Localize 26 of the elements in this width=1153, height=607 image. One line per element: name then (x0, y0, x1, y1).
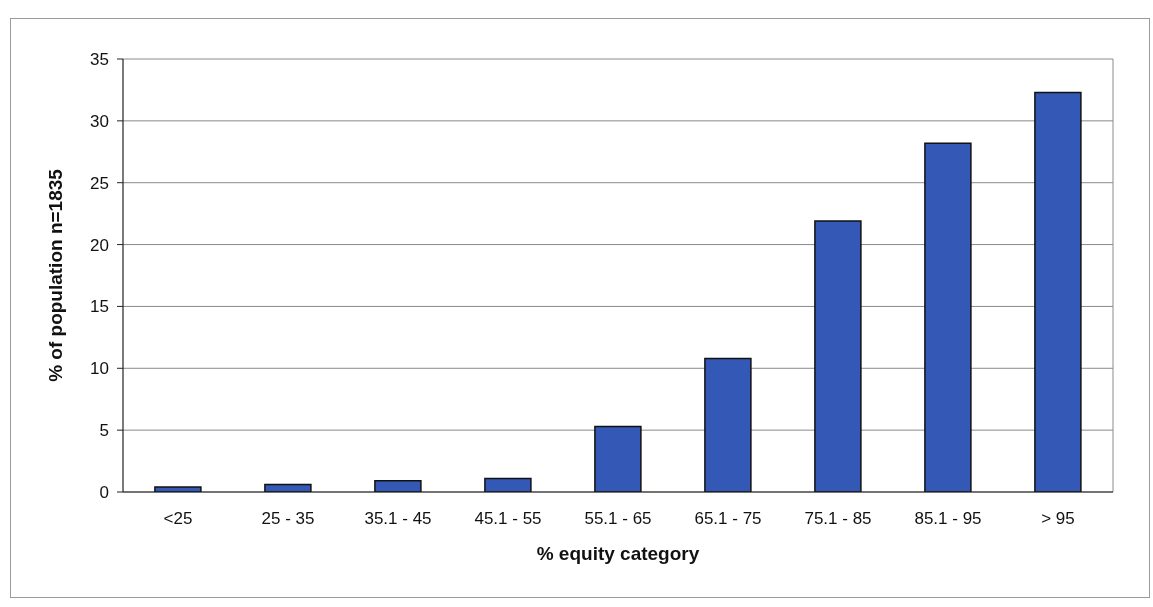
y-tick-label: 5 (99, 421, 109, 441)
y-tick-label: 20 (90, 235, 109, 255)
bar (1034, 91, 1082, 492)
x-tick-label: 85.1 - 95 (914, 509, 982, 529)
y-tick-label: 25 (90, 173, 109, 193)
bar (924, 142, 972, 492)
x-tick-label: <25 (163, 509, 193, 529)
bar (704, 357, 752, 492)
y-tick-label: 0 (99, 483, 109, 503)
y-tick-label: 15 (90, 297, 109, 317)
bar (814, 220, 862, 492)
bar (374, 480, 422, 492)
bar (594, 425, 642, 492)
x-tick-label: 75.1 - 85 (804, 509, 872, 529)
bar (484, 477, 532, 492)
x-tick-label: 45.1 - 55 (474, 509, 542, 529)
x-tick-label: 25 - 35 (261, 509, 315, 529)
y-tick-label: 30 (90, 111, 109, 131)
y-tick-label: 10 (90, 359, 109, 379)
y-tick-label: 35 (90, 50, 109, 70)
x-tick-label: 65.1 - 75 (694, 509, 762, 529)
x-tick-label: > 95 (1041, 509, 1075, 529)
x-tick-label: 35.1 - 45 (364, 509, 432, 529)
y-axis-title: % of population n=1835 (44, 168, 66, 382)
x-tick-label: 55.1 - 65 (584, 509, 652, 529)
x-axis-title: % equity category (536, 543, 700, 564)
